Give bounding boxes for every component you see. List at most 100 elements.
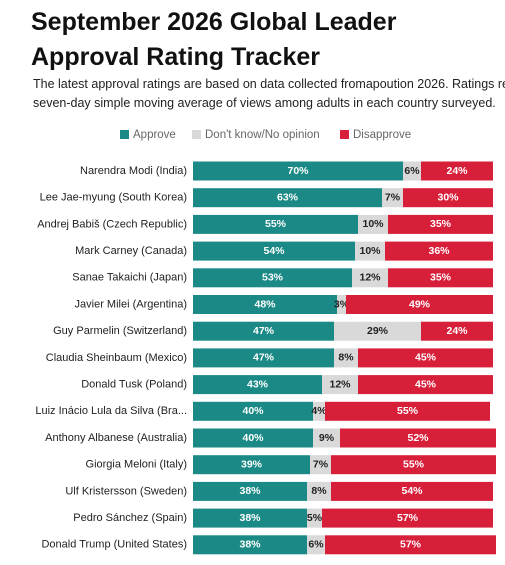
bar-segment [193,428,313,448]
value-label: 53% [262,272,284,284]
bar-segment [385,241,493,261]
category-label: Narendra Modi (India) [80,165,187,177]
category-label: Guy Parmelin (Switzerland) [53,325,187,337]
legend-swatch [340,130,349,139]
bar-segment [307,508,322,528]
category-label: Mark Carney (Canada) [75,245,187,257]
value-label: 36% [428,245,450,257]
value-label: 54% [263,245,285,257]
value-label: 30% [437,191,459,203]
value-label: 10% [362,218,384,230]
bar-segment [193,295,337,314]
value-label: 47% [253,352,275,364]
value-label: 12% [329,378,351,390]
value-label: 29% [367,325,389,337]
bar-segment [307,535,325,555]
bar-segment [421,321,493,341]
category-label: Donald Tusk (Poland) [81,379,187,391]
value-label: 54% [401,485,423,497]
legend-label: Disapprove [353,129,411,141]
bar-segment [421,161,493,181]
bar-segment [325,401,490,421]
chart-title: September 2026 Global Leader Approval Ra… [31,8,397,71]
category-label: Ulf Kristersson (Sweden) [65,485,187,497]
bar-segment [337,295,346,314]
value-label: 45% [415,378,437,390]
bar-segment [313,401,325,421]
value-label: 49% [409,298,431,310]
bar-segment [403,161,421,181]
value-label: 45% [415,352,437,364]
value-label: 5% [307,512,323,524]
bar-segment [334,321,421,341]
value-label: 70% [287,165,309,177]
bar-segment [193,268,352,288]
value-label: 40% [242,405,264,417]
bar-segment [358,375,493,395]
bar-segment [388,268,493,288]
category-label: Javier Milei (Argentina) [75,298,187,310]
category-label: Luiz Inácio Lula da Silva (Bra... [35,405,187,417]
value-label: 35% [430,218,452,230]
bar-segment [193,375,322,395]
bar-segment [322,375,358,395]
value-label: 48% [254,298,276,310]
bar-segment [322,508,493,528]
bar-segment [193,455,310,475]
bar-segment [193,348,334,368]
bar-segment [193,401,313,421]
legend-swatch [192,130,201,139]
value-label: 47% [253,325,275,337]
value-label: 55% [397,405,419,417]
value-label: 38% [239,485,261,497]
bar-segment [334,348,358,368]
category-label: Sanae Takaichi (Japan) [72,272,187,284]
category-label: Andrej Babiš (Czech Republic) [37,218,187,230]
bar-segment [331,481,493,501]
category-label: Giorgia Meloni (Italy) [86,459,187,471]
subtitle: The latest approval ratings are based on… [33,77,505,91]
bar-segment [325,535,496,555]
value-label: 24% [446,325,468,337]
bar-segment [382,188,403,208]
subtitle: seven-day simple moving average of views… [33,96,496,110]
value-label: 12% [359,272,381,284]
category-label: Anthony Albanese (Australia) [45,432,187,444]
bar-segment [313,428,340,448]
value-label: 3% [334,298,350,310]
bar-segment [193,214,358,234]
value-label: 4% [311,405,327,417]
legend-label: Approve [133,129,176,141]
value-label: 57% [397,512,419,524]
value-label: 38% [239,512,261,524]
bar-segment [307,481,331,501]
bar-segment [193,241,355,261]
value-label: 38% [239,539,261,551]
bar-segment [193,188,382,208]
value-label: 24% [446,165,468,177]
bar-segment [358,348,493,368]
bar-segment [331,455,496,475]
bar-segment [193,508,307,528]
bar-segment [193,161,403,181]
value-label: 55% [403,458,425,470]
legend-label: Don't know/No opinion [205,129,320,141]
category-label: Claudia Sheinbaum (Mexico) [46,352,187,364]
bar-segment [355,241,385,261]
value-label: 8% [311,485,327,497]
value-label: 8% [338,352,354,364]
value-label: 63% [277,191,299,203]
value-label: 7% [313,458,329,470]
value-label: 57% [400,539,422,551]
bar-segment [193,535,307,555]
bar-segment [358,214,388,234]
value-label: 43% [247,378,269,390]
value-label: 39% [241,458,263,470]
bar-segment [403,188,493,208]
value-label: 40% [242,432,264,444]
bar-segment [388,214,493,234]
bar-segment [193,481,307,501]
value-label: 10% [359,245,381,257]
